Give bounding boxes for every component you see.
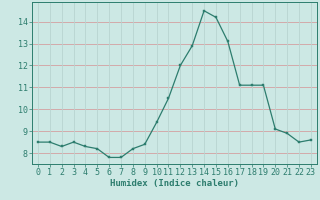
X-axis label: Humidex (Indice chaleur): Humidex (Indice chaleur) xyxy=(110,179,239,188)
